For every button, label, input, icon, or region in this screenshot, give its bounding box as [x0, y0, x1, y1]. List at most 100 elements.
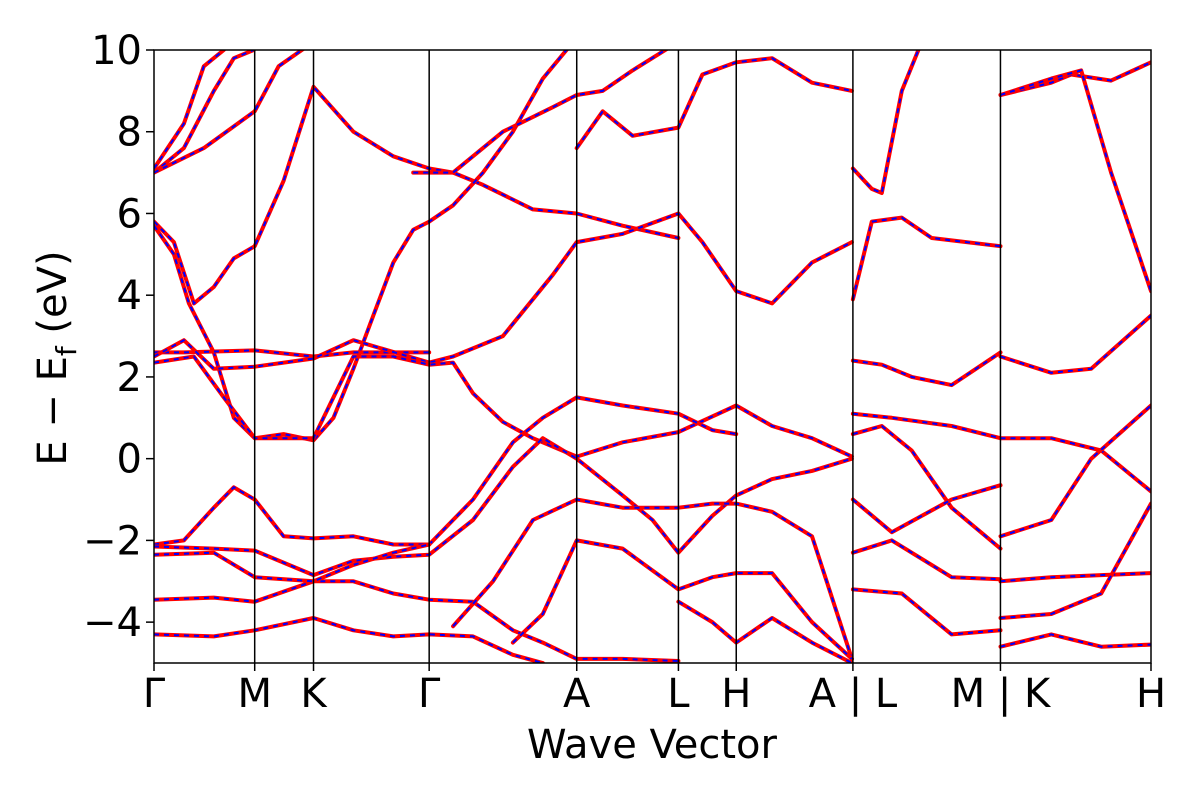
x-tick-label-6: H [721, 671, 751, 717]
band-25-red-line [850, 587, 1003, 637]
band-23 [850, 483, 1003, 535]
band-24 [850, 538, 1003, 582]
band-22-blue-dashed-line [852, 424, 1002, 550]
band-11-red-line [154, 616, 545, 663]
band-5 [154, 348, 432, 359]
band-32-blue-dashed-line [1000, 503, 1151, 619]
band-10-red-line [154, 579, 681, 663]
band-8 [154, 395, 739, 547]
band-4 [154, 50, 570, 443]
band-33-red-line [998, 632, 1151, 649]
band-14-blue-dashed-line [512, 539, 853, 660]
x-tick-label-5: L [667, 671, 690, 717]
x-tick-label-7: A | L [809, 671, 898, 717]
band-12-red-line [154, 542, 432, 584]
band-32 [998, 501, 1151, 620]
band-31-red-line [998, 571, 1151, 584]
y-tick-label-6: 8 [117, 110, 142, 156]
band-18-red-line [850, 50, 921, 195]
x-tick-label-8: M | K [951, 671, 1052, 717]
band-13-blue-dashed-line [452, 498, 853, 660]
band-0-blue-dashed-line [154, 50, 255, 174]
band-25 [850, 587, 1003, 637]
band-33 [998, 632, 1151, 649]
band-25-blue-dashed-line [852, 588, 1001, 636]
x-tick-label-0: Γ [143, 671, 166, 717]
band-20-blue-dashed-line [852, 351, 1002, 387]
band-19-red-line [850, 215, 1003, 302]
band-11-blue-dashed-line [154, 616, 544, 663]
band-3-red-line [154, 84, 681, 306]
band-12-blue-dashed-line [154, 543, 430, 583]
band-28 [998, 313, 1151, 375]
band-2-blue-dashed-line [154, 50, 304, 174]
band-26-blue-dashed-line [1000, 61, 1151, 96]
band-15 [676, 599, 854, 663]
band-1-blue-dashed-line [154, 50, 225, 170]
band-7-blue-dashed-line [154, 355, 853, 458]
band-17-blue-dashed-line [413, 50, 668, 174]
band-18 [850, 50, 921, 195]
band-26 [998, 60, 1151, 97]
band-10-blue-dashed-line [154, 580, 679, 662]
band-10 [154, 579, 681, 663]
band-16-blue-dashed-line [575, 57, 853, 149]
band-0 [154, 50, 256, 175]
band-19 [850, 215, 1003, 302]
x-tick-label-4: A [563, 671, 591, 717]
x-tick-label-1: M [237, 671, 272, 717]
band-11 [154, 616, 545, 663]
y-tick-label-4: 4 [117, 273, 142, 319]
band-28-blue-dashed-line [1000, 314, 1151, 374]
band-6-red-line [154, 211, 854, 371]
band-5-blue-dashed-line [154, 349, 430, 358]
band-23-blue-dashed-line [852, 484, 1001, 534]
plot-frame [153, 49, 1152, 664]
band-22 [850, 424, 1003, 551]
band-20 [850, 350, 1003, 388]
high-symmetry-lines [253, 50, 1002, 663]
band-3 [154, 84, 681, 306]
band-17-red-line [411, 50, 670, 175]
band-8-blue-dashed-line [154, 396, 737, 546]
band-6 [154, 211, 854, 371]
band-27-red-line [998, 68, 1151, 294]
band-29-blue-dashed-line [1000, 437, 1151, 493]
x-axis-label: Wave Vector [527, 722, 778, 768]
y-tick-label-7: 10 [91, 28, 142, 74]
band-14-red-line [510, 538, 854, 661]
y-tick-label-5: 6 [117, 191, 142, 237]
x-tick-label-3: Γ [418, 671, 441, 717]
band-17 [411, 50, 670, 175]
band-32-red-line [998, 501, 1151, 620]
band-27 [998, 68, 1151, 294]
band-30 [998, 403, 1151, 539]
y-tick-label-0: −4 [83, 600, 142, 646]
band-14 [510, 538, 854, 661]
band-16 [574, 56, 854, 151]
band-21 [850, 411, 1003, 441]
band-16-red-line [574, 56, 854, 151]
band-20-red-line [850, 350, 1003, 388]
band-18-blue-dashed-line [852, 50, 920, 195]
y-axis-label: E − Ef (eV) [30, 250, 83, 465]
series-layer [154, 50, 1151, 663]
band-31 [998, 571, 1151, 584]
band-7-red-line [154, 354, 854, 459]
y-tick-label-3: 2 [117, 355, 142, 401]
band-15-blue-dashed-line [677, 600, 853, 663]
band-12 [154, 542, 432, 584]
band-24-blue-dashed-line [852, 539, 1001, 581]
y-tick-label-2: 0 [117, 437, 142, 483]
band-30-red-line [998, 403, 1151, 539]
x-tick-label-9: H [1136, 671, 1166, 717]
band-7 [154, 354, 854, 459]
band-4-blue-dashed-line [154, 50, 568, 442]
band-1 [154, 50, 226, 171]
band-29 [998, 436, 1151, 494]
band-19-blue-dashed-line [851, 216, 1001, 300]
y-axis-ticks: −4 −2 0 2 4 6 8 10 [83, 28, 154, 646]
y-tick-label-1: −2 [83, 518, 142, 564]
